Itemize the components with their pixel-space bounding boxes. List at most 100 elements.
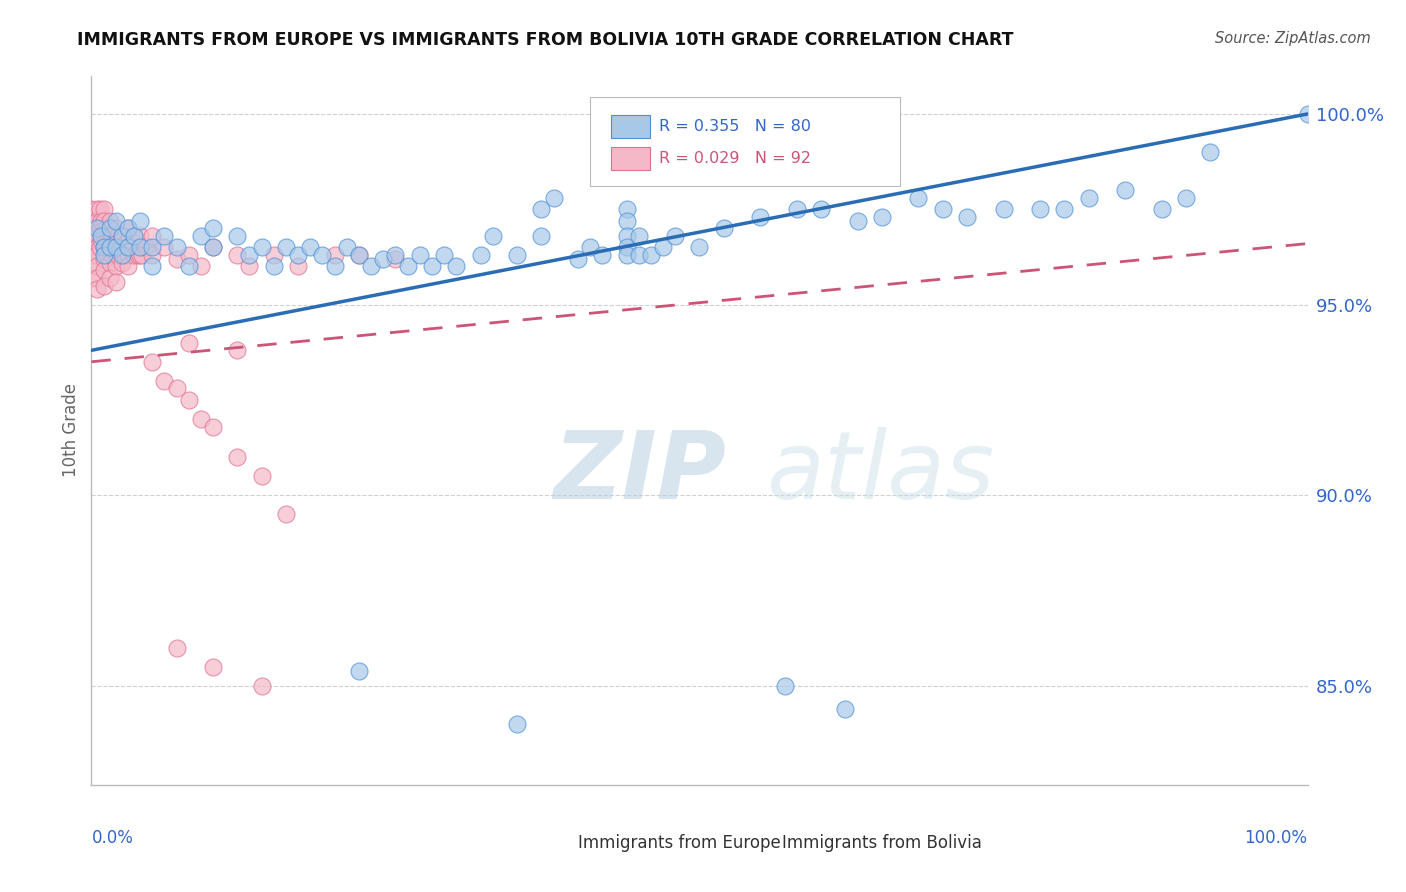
Point — [111, 248, 134, 262]
Point — [238, 248, 260, 262]
Point — [131, 248, 153, 262]
Point — [616, 202, 638, 217]
Point — [274, 508, 297, 522]
Point — [993, 202, 1015, 217]
Point — [80, 221, 103, 235]
Point — [640, 248, 662, 262]
Point — [396, 260, 419, 274]
Text: Source: ZipAtlas.com: Source: ZipAtlas.com — [1215, 31, 1371, 46]
Point — [104, 260, 127, 274]
Point — [688, 240, 710, 254]
Point — [202, 419, 225, 434]
Point — [384, 248, 406, 262]
Point — [834, 702, 856, 716]
Point — [129, 213, 152, 227]
Point — [786, 202, 808, 217]
Point — [86, 260, 108, 274]
Point — [433, 248, 456, 262]
Point — [250, 469, 273, 483]
Point — [80, 248, 103, 262]
Bar — [610, 115, 650, 137]
Point — [98, 240, 121, 254]
Point — [107, 229, 129, 244]
FancyBboxPatch shape — [591, 97, 900, 186]
Point — [80, 202, 103, 217]
Point — [117, 221, 139, 235]
Point — [89, 202, 111, 217]
Point — [1150, 202, 1173, 217]
Point — [98, 229, 121, 244]
Point — [129, 240, 152, 254]
Text: 100.0%: 100.0% — [1244, 829, 1308, 847]
Point — [94, 221, 117, 235]
Point — [384, 252, 406, 266]
Point — [141, 260, 163, 274]
Point — [190, 229, 212, 244]
Point — [543, 191, 565, 205]
Point — [931, 202, 953, 217]
Point — [86, 248, 108, 262]
Point — [420, 260, 443, 274]
Point — [202, 221, 225, 235]
Point — [616, 213, 638, 227]
Point — [616, 248, 638, 262]
Point — [104, 240, 127, 254]
Point — [93, 252, 115, 266]
Point — [86, 202, 108, 217]
Point — [311, 248, 333, 262]
Point — [80, 229, 103, 244]
Point — [104, 233, 127, 247]
Point — [93, 202, 115, 217]
Point — [117, 221, 139, 235]
Point — [506, 717, 529, 731]
Text: 0.0%: 0.0% — [91, 829, 134, 847]
Point — [846, 213, 869, 227]
Point — [135, 240, 157, 254]
Point — [166, 240, 188, 254]
Point — [166, 640, 188, 655]
Point — [122, 229, 145, 244]
Point — [323, 260, 346, 274]
Text: atlas: atlas — [766, 427, 994, 518]
Point — [226, 450, 249, 464]
Point — [1077, 191, 1099, 205]
Point — [360, 260, 382, 274]
Point — [1175, 191, 1198, 205]
Point — [166, 252, 188, 266]
Point — [907, 191, 929, 205]
Point — [481, 229, 503, 244]
Point — [86, 221, 108, 235]
Point — [93, 240, 115, 254]
Point — [336, 240, 359, 254]
Point — [111, 255, 134, 269]
Point — [90, 213, 112, 227]
Point — [141, 229, 163, 244]
Point — [166, 381, 188, 395]
Point — [1029, 202, 1052, 217]
Point — [98, 221, 121, 235]
Point — [86, 240, 108, 254]
Point — [104, 275, 127, 289]
Point — [93, 248, 115, 262]
Point — [129, 248, 152, 262]
Point — [177, 335, 200, 350]
Point — [444, 260, 467, 274]
Point — [870, 210, 893, 224]
Point — [104, 213, 127, 227]
Point — [347, 248, 370, 262]
Point — [287, 248, 309, 262]
Point — [90, 229, 112, 244]
Point — [226, 343, 249, 358]
Point — [89, 240, 111, 254]
Point — [373, 252, 395, 266]
Point — [122, 248, 145, 262]
Text: R = 0.355   N = 80: R = 0.355 N = 80 — [659, 119, 811, 134]
Text: IMMIGRANTS FROM EUROPE VS IMMIGRANTS FROM BOLIVIA 10TH GRADE CORRELATION CHART: IMMIGRANTS FROM EUROPE VS IMMIGRANTS FRO… — [77, 31, 1014, 49]
Point — [93, 278, 115, 293]
Point — [153, 240, 176, 254]
Point — [177, 248, 200, 262]
Point — [90, 233, 112, 247]
Point — [122, 229, 145, 244]
Point — [323, 248, 346, 262]
Point — [117, 240, 139, 254]
